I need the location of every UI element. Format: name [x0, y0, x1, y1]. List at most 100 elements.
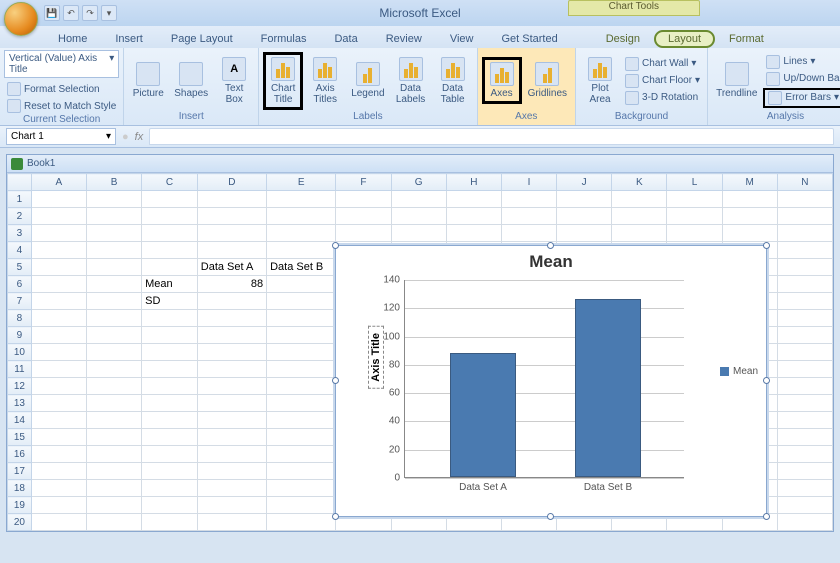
cell[interactable]	[142, 497, 198, 514]
chart-bar[interactable]	[450, 353, 516, 477]
cell[interactable]	[446, 225, 501, 242]
cell[interactable]	[86, 497, 141, 514]
cell[interactable]	[267, 225, 336, 242]
cell[interactable]	[446, 191, 501, 208]
cell[interactable]	[86, 514, 141, 531]
office-button[interactable]	[4, 2, 38, 36]
row-header[interactable]: 6	[8, 276, 32, 293]
cell[interactable]	[197, 463, 266, 480]
plot-area[interactable]: 020406080100120140Data Set AData Set B	[404, 280, 684, 478]
col-header[interactable]: B	[86, 174, 141, 191]
cell[interactable]	[612, 208, 667, 225]
updown-button[interactable]: Up/Down Bars ▾	[763, 71, 840, 87]
cell[interactable]	[267, 514, 336, 531]
cell[interactable]	[197, 310, 266, 327]
cell[interactable]	[86, 395, 141, 412]
data-labels-button[interactable]: Data Labels	[391, 55, 431, 107]
fx-icon[interactable]: fx	[135, 131, 144, 143]
row-header[interactable]: 2	[8, 208, 32, 225]
cell[interactable]	[777, 463, 832, 480]
tab-insert[interactable]: Insert	[101, 30, 157, 48]
cell[interactable]	[31, 310, 86, 327]
cell[interactable]	[142, 429, 198, 446]
cell[interactable]	[777, 361, 832, 378]
row-header[interactable]: 8	[8, 310, 32, 327]
chart-title[interactable]: Mean	[336, 246, 766, 274]
col-header[interactable]: G	[391, 174, 446, 191]
cell[interactable]	[612, 225, 667, 242]
row-header[interactable]: 14	[8, 412, 32, 429]
cell[interactable]	[86, 446, 141, 463]
cell[interactable]	[86, 327, 141, 344]
cell[interactable]	[142, 344, 198, 361]
cell[interactable]	[777, 497, 832, 514]
resize-handle[interactable]	[332, 377, 339, 384]
embedded-chart[interactable]: Mean Axis Title 020406080100120140Data S…	[335, 245, 767, 517]
cell[interactable]	[267, 191, 336, 208]
col-header[interactable]: I	[501, 174, 556, 191]
cell[interactable]	[31, 259, 86, 276]
cell[interactable]	[86, 242, 141, 259]
col-header[interactable]: L	[667, 174, 722, 191]
cell[interactable]	[31, 395, 86, 412]
qat-more-icon[interactable]: ▾	[101, 5, 117, 21]
undo-icon[interactable]: ↶	[63, 5, 79, 21]
cell[interactable]	[197, 514, 266, 531]
cell[interactable]	[777, 310, 832, 327]
row-header[interactable]: 5	[8, 259, 32, 276]
cell[interactable]	[557, 225, 612, 242]
cell[interactable]	[142, 412, 198, 429]
axes-button[interactable]: Axes	[482, 57, 522, 104]
cell[interactable]	[612, 191, 667, 208]
cell[interactable]	[391, 191, 446, 208]
row-header[interactable]: 18	[8, 480, 32, 497]
cell[interactable]	[142, 463, 198, 480]
col-header[interactable]: A	[31, 174, 86, 191]
tab-design[interactable]: Design	[592, 30, 654, 48]
cell[interactable]	[197, 429, 266, 446]
row-header[interactable]: 3	[8, 225, 32, 242]
cell[interactable]	[267, 412, 336, 429]
cell[interactable]	[142, 208, 198, 225]
cell[interactable]	[197, 378, 266, 395]
cell[interactable]	[142, 259, 198, 276]
cell[interactable]	[446, 208, 501, 225]
picture-button[interactable]: Picture	[128, 60, 168, 101]
tab-home[interactable]: Home	[44, 30, 101, 48]
cell[interactable]	[197, 293, 266, 310]
cell[interactable]	[31, 361, 86, 378]
cell[interactable]: Data Set A	[197, 259, 266, 276]
cell[interactable]	[197, 446, 266, 463]
cell[interactable]	[267, 276, 336, 293]
tab-view[interactable]: View	[436, 30, 488, 48]
cell[interactable]	[31, 344, 86, 361]
resize-handle[interactable]	[763, 242, 770, 249]
cell[interactable]	[501, 208, 556, 225]
tab-review[interactable]: Review	[372, 30, 436, 48]
cell[interactable]	[31, 242, 86, 259]
cell[interactable]	[777, 225, 832, 242]
formula-input[interactable]	[149, 128, 834, 145]
cell[interactable]	[142, 225, 198, 242]
tab-formulas[interactable]: Formulas	[247, 30, 321, 48]
col-header[interactable]: E	[267, 174, 336, 191]
cell[interactable]	[31, 191, 86, 208]
cell[interactable]	[86, 429, 141, 446]
cell[interactable]: Mean	[142, 276, 198, 293]
cell[interactable]	[267, 208, 336, 225]
cell[interactable]	[31, 446, 86, 463]
row-header[interactable]: 13	[8, 395, 32, 412]
cell[interactable]	[31, 276, 86, 293]
col-header[interactable]: C	[142, 174, 198, 191]
cell[interactable]	[142, 378, 198, 395]
col-header[interactable]: J	[557, 174, 612, 191]
cell[interactable]	[142, 395, 198, 412]
row-header[interactable]: 11	[8, 361, 32, 378]
cell[interactable]	[557, 191, 612, 208]
resize-handle[interactable]	[332, 242, 339, 249]
cell[interactable]	[86, 378, 141, 395]
cell[interactable]	[777, 276, 832, 293]
chart-title-button[interactable]: Chart Title	[263, 52, 303, 110]
cell[interactable]	[86, 344, 141, 361]
cell[interactable]	[86, 293, 141, 310]
